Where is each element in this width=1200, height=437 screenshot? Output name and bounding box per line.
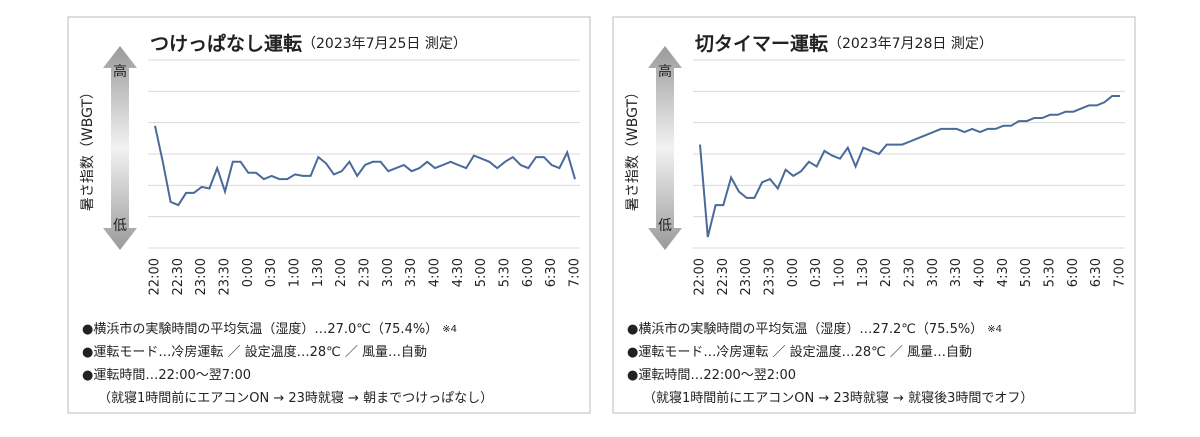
note-text: ●運転モード…冷房運転 ／ 設定温度…28℃ ／ 風量…自動 xyxy=(82,344,427,360)
x-tick-label: 0:00 xyxy=(241,258,256,287)
line xyxy=(154,125,576,207)
x-tick-label: 23:30 xyxy=(218,258,233,295)
x-tick-label: 1:30 xyxy=(311,258,326,287)
x-tick-label: 3:00 xyxy=(926,258,941,287)
y-axis-label: 暑さ指数（WBGT） xyxy=(625,85,641,211)
note: （就寝1時間前にエアコンON → 23時就寝 → 就寝後3時間でオフ） xyxy=(643,390,1033,406)
chart-title: 切タイマー運転（2023年7月28日 測定） xyxy=(695,33,993,55)
x-tick-label: 0:00 xyxy=(786,258,801,287)
x-tick-label: 1:00 xyxy=(833,258,848,287)
note: ●横浜市の実験時間の平均気温（湿度）…27.2℃（75.5%） ※4 xyxy=(627,321,1002,337)
x-tick-label: 6:00 xyxy=(1066,258,1081,287)
x-tick-label: 22:30 xyxy=(716,258,731,295)
note-ref: ※4 xyxy=(987,324,1002,335)
note: ●運転時間…22:00～翌2:00 xyxy=(627,368,796,383)
note-text: （就寝1時間前にエアコンON → 23時就寝 → 朝までつけっぱなし） xyxy=(98,390,493,406)
note: ●運転モード…冷房運転 ／ 設定温度…28℃ ／ 風量…自動 xyxy=(82,344,427,360)
x-tick-label: 2:00 xyxy=(879,258,894,287)
arrow xyxy=(648,46,682,250)
title: つけっぱなし運転 xyxy=(150,32,302,55)
note-ref: ※4 xyxy=(442,324,457,335)
x-tick-label: 6:30 xyxy=(1089,258,1104,287)
x-tick-label: 4:00 xyxy=(428,258,443,287)
x-tick-label: 1:00 xyxy=(288,258,303,287)
x-tick-label: 2:30 xyxy=(358,258,373,287)
arrow xyxy=(103,46,137,250)
x-tick-label: 3:30 xyxy=(404,258,419,287)
note-text: ●横浜市の実験時間の平均気温（湿度）…27.2℃（75.5%） xyxy=(627,321,983,337)
x-tick-label: 0:30 xyxy=(809,258,824,287)
y-high-label: 高 xyxy=(658,63,672,80)
x-tick-label: 5:00 xyxy=(1019,258,1034,287)
x-tick-label: 3:30 xyxy=(949,258,964,287)
x-tick-label: 22:00 xyxy=(148,258,163,295)
note-text: ●運転時間…22:00～翌2:00 xyxy=(627,368,796,383)
x-tick-label: 1:30 xyxy=(856,258,871,287)
y-high-label: 高 xyxy=(113,63,127,80)
chart-title: つけっぱなし運転（2023年7月25日 測定） xyxy=(150,32,467,55)
x-tick-label: 4:30 xyxy=(996,258,1011,287)
x-tick-label: 2:00 xyxy=(334,258,349,287)
note: ●運転モード…冷房運転 ／ 設定温度…28℃ ／ 風量…自動 xyxy=(627,344,972,360)
title: 切タイマー運転 xyxy=(695,33,828,55)
x-tick-label: 5:30 xyxy=(1043,258,1058,287)
x-tick-label: 22:30 xyxy=(171,258,186,295)
x-tick-label: 22:00 xyxy=(693,258,708,295)
x-tick-label: 23:00 xyxy=(739,258,754,295)
y-low-label: 低 xyxy=(113,218,127,234)
panel xyxy=(67,16,591,414)
x-tick-label: 3:00 xyxy=(381,258,396,287)
y-low-label: 低 xyxy=(658,218,672,234)
x-tick-label: 7:00 xyxy=(1113,258,1128,287)
panel xyxy=(612,16,1136,414)
note: ●運転時間…22:00～翌7:00 xyxy=(82,368,251,383)
x-tick-label: 5:30 xyxy=(498,258,513,287)
x-tick-label: 4:00 xyxy=(973,258,988,287)
x-tick-label: 2:30 xyxy=(903,258,918,287)
note: ●横浜市の実験時間の平均気温（湿度）…27.0℃（75.4%） ※4 xyxy=(82,321,457,337)
note-text: ●運転モード…冷房運転 ／ 設定温度…28℃ ／ 風量…自動 xyxy=(627,344,972,360)
note: （就寝1時間前にエアコンON → 23時就寝 → 朝までつけっぱなし） xyxy=(98,390,493,406)
line xyxy=(699,95,1120,238)
note-text: ●運転時間…22:00～翌7:00 xyxy=(82,368,251,383)
y-axis-label: 暑さ指数（WBGT） xyxy=(80,85,96,211)
x-tick-label: 6:30 xyxy=(544,258,559,287)
subtitle: （2023年7月25日 測定） xyxy=(302,36,467,52)
note-text: （就寝1時間前にエアコンON → 23時就寝 → 就寝後3時間でオフ） xyxy=(643,390,1033,406)
x-tick-label: 5:00 xyxy=(474,258,489,287)
x-tick-label: 7:00 xyxy=(568,258,583,287)
x-tick-label: 23:00 xyxy=(194,258,209,295)
note-text: ●横浜市の実験時間の平均気温（湿度）…27.0℃（75.4%） xyxy=(82,321,438,337)
subtitle: （2023年7月28日 測定） xyxy=(828,36,993,52)
x-tick-label: 6:00 xyxy=(521,258,536,287)
x-tick-label: 0:30 xyxy=(264,258,279,287)
x-tick-label: 4:30 xyxy=(451,258,466,287)
x-tick-label: 23:30 xyxy=(763,258,778,295)
